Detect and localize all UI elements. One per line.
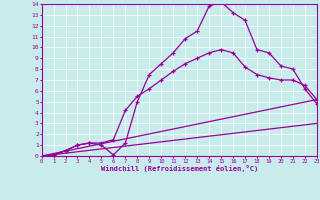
X-axis label: Windchill (Refroidissement éolien,°C): Windchill (Refroidissement éolien,°C) [100,165,258,172]
